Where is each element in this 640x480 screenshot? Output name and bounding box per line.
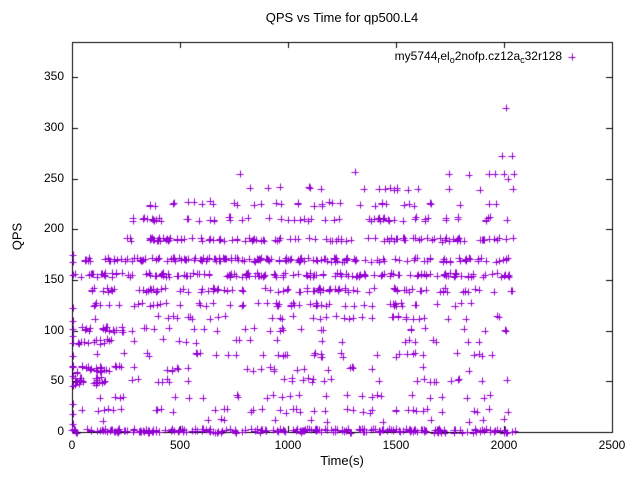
x-tick-label: 1500 bbox=[382, 438, 410, 452]
y-tick-label: 0 bbox=[57, 424, 64, 438]
x-tick-label: 0 bbox=[68, 438, 76, 452]
y-tick-label: 50 bbox=[50, 373, 64, 388]
legend-label-subscript: r bbox=[437, 55, 441, 65]
x-tick-label: 2000 bbox=[490, 438, 518, 452]
y-tick-label: 300 bbox=[43, 120, 64, 135]
legend-label: my5744relo2nofp.cz12ac32r128 bbox=[72, 49, 562, 68]
legend-label-subscript: c bbox=[520, 55, 525, 65]
legend-label-text: el bbox=[440, 49, 450, 63]
x-axis-label: Time(s) bbox=[320, 453, 364, 468]
legend-label-subscript: o bbox=[449, 55, 455, 65]
y-tick-label: 350 bbox=[43, 69, 64, 84]
legend-label-text: 2nofp.cz12a bbox=[454, 49, 521, 63]
legend-label-text: my5744 bbox=[394, 49, 438, 63]
x-tick-label: 1000 bbox=[274, 438, 302, 452]
y-tick-label: 150 bbox=[43, 272, 64, 287]
chart-title: QPS vs Time for qp500.L4 bbox=[265, 10, 419, 25]
legend-label-text: 32r128 bbox=[524, 49, 562, 63]
x-tick-label: 2500 bbox=[598, 438, 626, 452]
y-tick-label: 250 bbox=[43, 170, 64, 185]
y-tick-label: 200 bbox=[43, 221, 64, 236]
y-tick-label: 100 bbox=[43, 322, 64, 337]
x-tick-label: 500 bbox=[169, 438, 191, 452]
